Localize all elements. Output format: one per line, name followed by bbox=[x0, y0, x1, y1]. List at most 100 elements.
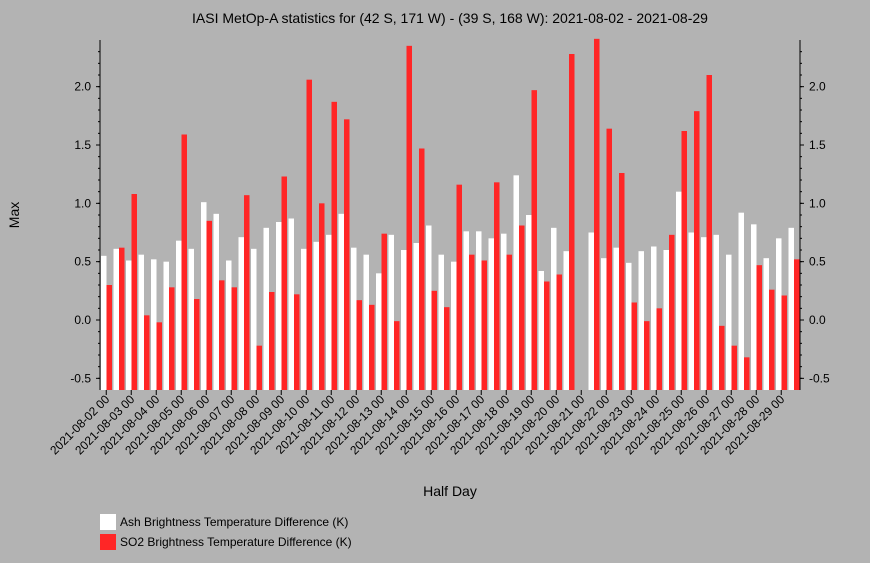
y-tick-label-right: -0.5 bbox=[809, 371, 830, 385]
y-tick-label-right: 2.0 bbox=[809, 80, 826, 94]
y-axis-label: Max bbox=[6, 202, 22, 228]
y-tick-label-left: 1.5 bbox=[74, 138, 91, 152]
so2-bar bbox=[631, 302, 637, 390]
ash-bar bbox=[263, 227, 269, 390]
legend-label-so2: SO2 Brightness Temperature Difference (K… bbox=[120, 535, 352, 549]
so2-bar bbox=[569, 54, 575, 390]
so2-bar bbox=[531, 90, 537, 391]
ash-bar bbox=[726, 254, 732, 390]
so2-bar bbox=[456, 184, 462, 390]
so2-bar bbox=[244, 195, 250, 390]
so2-bar bbox=[694, 111, 700, 391]
so2-bar bbox=[344, 119, 350, 390]
so2-bar bbox=[656, 308, 662, 390]
plot-area: -0.5 -0.50.0 0.00.5 0.51.0 1.01.5 1.52.0 2.020… bbox=[47, 38, 830, 457]
so2-bar bbox=[431, 290, 437, 390]
ash-bar bbox=[388, 234, 394, 390]
so2-bar bbox=[269, 292, 275, 390]
ash-bar bbox=[313, 241, 319, 390]
ash-bar bbox=[413, 243, 419, 390]
so2-bar bbox=[119, 247, 125, 390]
ash-bar bbox=[276, 222, 282, 390]
legend-label-ash: Ash Brightness Temperature Difference (K… bbox=[120, 515, 349, 529]
so2-bar bbox=[444, 307, 450, 390]
so2-bar bbox=[619, 173, 625, 390]
so2-bar bbox=[781, 295, 787, 390]
ash-bar bbox=[401, 250, 407, 390]
so2-bar bbox=[394, 321, 400, 390]
ash-bar bbox=[251, 248, 257, 390]
ash-bar bbox=[151, 259, 157, 390]
ash-bar bbox=[363, 254, 369, 390]
ash-bar bbox=[513, 175, 519, 390]
ash-bar bbox=[526, 215, 532, 390]
ash-bar bbox=[701, 237, 707, 390]
y-tick-label-left: 0.0 bbox=[74, 313, 91, 327]
ash-bar bbox=[563, 251, 569, 390]
so2-bar bbox=[369, 304, 375, 390]
ash-bar bbox=[713, 234, 719, 390]
ash-bar bbox=[601, 258, 607, 390]
legend-swatch-so2 bbox=[100, 534, 116, 550]
so2-bar bbox=[469, 254, 475, 390]
ash-bar bbox=[213, 213, 219, 390]
so2-bar bbox=[331, 101, 337, 390]
so2-bar bbox=[319, 203, 325, 390]
legend-swatch-ash bbox=[100, 514, 116, 530]
x-axis-label: Half Day bbox=[423, 483, 477, 499]
so2-bar bbox=[519, 225, 525, 390]
ash-bar bbox=[663, 250, 669, 390]
ash-bar bbox=[776, 238, 782, 390]
so2-bar bbox=[406, 45, 412, 390]
so2-bar bbox=[594, 38, 600, 390]
so2-bar bbox=[131, 194, 137, 390]
ash-bar bbox=[763, 258, 769, 390]
so2-bar bbox=[419, 148, 425, 390]
ash-bar bbox=[488, 238, 494, 390]
so2-bar bbox=[381, 233, 387, 390]
so2-bar bbox=[506, 254, 512, 390]
so2-bar bbox=[544, 281, 550, 390]
so2-bar bbox=[644, 321, 650, 390]
so2-bar bbox=[769, 289, 775, 390]
so2-bar bbox=[556, 274, 562, 390]
ash-bar bbox=[788, 227, 794, 390]
ash-bar bbox=[676, 191, 682, 390]
ash-bar bbox=[613, 247, 619, 390]
ash-bar bbox=[201, 202, 207, 390]
so2-bar bbox=[181, 134, 187, 390]
ash-bar bbox=[463, 231, 469, 390]
y-tick-label-left: 0.5 bbox=[74, 255, 91, 269]
ash-bar bbox=[101, 255, 107, 390]
y-tick-label-right: 1.5 bbox=[809, 138, 826, 152]
ash-bar bbox=[113, 248, 119, 390]
legend-item-ash: Ash Brightness Temperature Difference (K… bbox=[100, 512, 352, 532]
so2-bar bbox=[256, 345, 262, 390]
so2-bar bbox=[106, 285, 112, 390]
ash-bar bbox=[551, 227, 557, 390]
y-tick-label-left: 2.0 bbox=[74, 80, 91, 94]
so2-bar bbox=[231, 287, 237, 390]
so2-bar bbox=[756, 265, 762, 390]
ash-bar bbox=[326, 234, 332, 390]
ash-bar bbox=[376, 273, 382, 390]
ash-bar bbox=[426, 225, 432, 390]
ash-bar bbox=[351, 247, 357, 390]
ash-bar bbox=[126, 260, 132, 390]
ash-bar bbox=[288, 218, 294, 390]
so2-bar bbox=[294, 294, 300, 390]
ash-bar bbox=[138, 254, 144, 390]
so2-bar bbox=[219, 280, 225, 390]
chart-title: IASI MetOp-A statistics for (42 S, 171 W… bbox=[192, 10, 708, 26]
so2-bar bbox=[606, 128, 612, 390]
ash-bar bbox=[738, 212, 744, 390]
so2-bar bbox=[481, 260, 487, 390]
so2-bar bbox=[156, 322, 162, 390]
so2-bar bbox=[306, 79, 312, 391]
ash-bar bbox=[751, 224, 757, 390]
so2-bar bbox=[794, 259, 800, 390]
ash-bar bbox=[688, 232, 694, 390]
y-tick-label-left: -0.5 bbox=[70, 371, 91, 385]
so2-bar bbox=[681, 131, 687, 390]
